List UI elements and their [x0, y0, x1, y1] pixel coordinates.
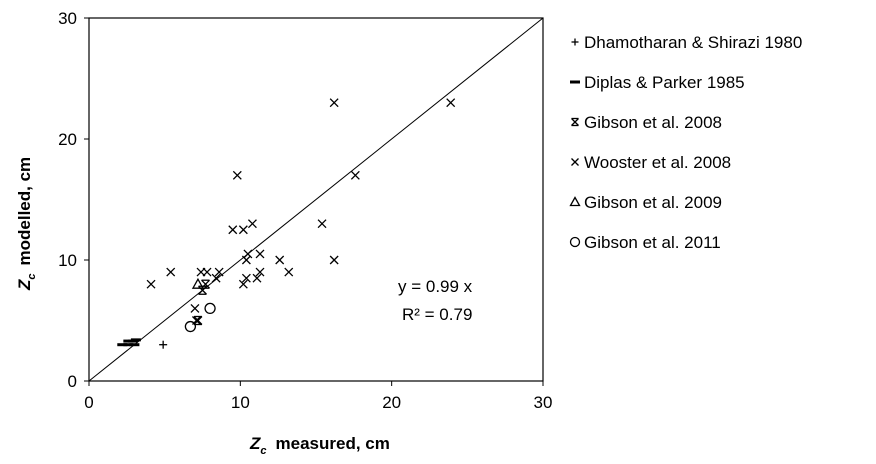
y-tick-label: 0	[68, 372, 77, 391]
legend-entry: Gibson et al. 2011	[584, 233, 721, 252]
plot-area	[88, 17, 544, 382]
data-point-x	[284, 267, 294, 277]
legend-entry: Wooster et al. 2008	[584, 153, 731, 172]
legend-marker-circle	[569, 236, 581, 248]
data-point-x	[329, 255, 339, 265]
legend-marker-triangle	[569, 196, 581, 207]
y-axis-title: Zcmodelled, cm	[15, 157, 38, 291]
data-point-x	[247, 219, 257, 229]
x-tick-label: 0	[84, 393, 93, 412]
regression-equation: y = 0.99 x	[398, 277, 473, 296]
x-tick-label: 20	[382, 393, 401, 412]
legend-marker-x	[571, 158, 579, 166]
legend-entry: Gibson et al. 2008	[584, 113, 722, 132]
data-point-x	[252, 273, 262, 283]
legend-entry: Dhamotharan & Shirazi 1980	[584, 33, 802, 52]
data-point-triangle	[191, 277, 205, 289]
y-tick-label: 20	[58, 130, 77, 149]
data-point-x	[202, 267, 212, 277]
data-point-x	[255, 249, 265, 259]
y-tick-label: 10	[58, 251, 77, 270]
legend-marker-plus	[571, 38, 579, 46]
legend-marker-asterisk	[571, 117, 579, 127]
data-point-x	[211, 273, 221, 283]
data-point-x	[317, 219, 327, 229]
data-point-x	[190, 303, 200, 313]
x-tick-label: 10	[231, 393, 250, 412]
data-point-x	[214, 267, 224, 277]
data-point-x	[241, 255, 251, 265]
legend: Dhamotharan & Shirazi 1980 Diplas & Parke…	[569, 33, 802, 252]
data-point-x	[146, 279, 156, 289]
data-point-circle	[184, 320, 197, 333]
data-point-x	[166, 267, 176, 277]
data-point-circle	[204, 302, 216, 315]
data-point-x	[329, 98, 339, 108]
one-to-one-line	[88, 17, 544, 382]
data-point-x	[243, 249, 253, 259]
data-point-x	[255, 267, 265, 277]
data-point-x	[228, 225, 238, 235]
data-point-x	[238, 279, 248, 289]
data-point-x	[232, 170, 242, 180]
x-tick-label: 30	[534, 393, 553, 412]
x-axis-title: Zc measured, cm	[249, 434, 390, 457]
data-point-plus	[159, 340, 168, 349]
legend-entry: Diplas & Parker 1985	[584, 73, 745, 92]
y-tick-label: 30	[58, 9, 77, 28]
legend-entry: Gibson et al. 2009	[584, 193, 722, 212]
data-point-x	[241, 273, 251, 283]
data-point-x	[238, 225, 248, 235]
data-point-x	[350, 170, 360, 180]
data-point-x	[275, 255, 285, 265]
data-point-x	[446, 98, 456, 108]
r-squared: R² = 0.79	[402, 305, 472, 324]
data-point-asterisk	[193, 315, 203, 326]
